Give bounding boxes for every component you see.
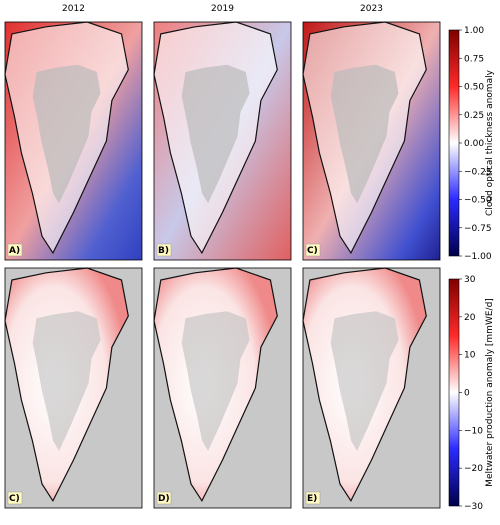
ice-sheet-interior <box>181 64 250 204</box>
colorbar-tick-label: −0.50 <box>464 196 492 206</box>
panel-label: C) <box>9 494 20 504</box>
panel-label-box <box>7 243 23 257</box>
colorbar-tick-label: 10 <box>464 351 476 361</box>
colorbar-tick-label: 20 <box>464 313 476 323</box>
colorbar <box>448 278 460 507</box>
column-title: 2019 <box>211 4 234 14</box>
panel-label: E) <box>307 494 317 504</box>
colorbar <box>448 29 460 257</box>
colorbar-tick-label: 0 <box>464 389 470 399</box>
ice-sheet-interior <box>32 311 101 451</box>
colorbar-tick-label: −20 <box>464 464 483 474</box>
ice-sheet-interior <box>330 311 399 451</box>
colorbar-tick-label: 0.50 <box>464 83 484 93</box>
ice-sheet-interior <box>32 64 101 204</box>
colorbar-tick-label: 30 <box>464 275 476 285</box>
ice-sheet-interior <box>181 311 250 451</box>
column-title: 2023 <box>360 4 383 14</box>
colorbar-tick-label: −30 <box>464 502 483 512</box>
colorbar-tick-label: 0.00 <box>464 139 484 149</box>
colorbar-tick-label: −1.00 <box>464 252 492 262</box>
colorbar-label: Cloud optical thickness anomaly <box>485 69 495 216</box>
colorbar-label: Meltwater production anomaly [mmWE/d] <box>485 298 495 487</box>
colorbar-tick-label: 0.75 <box>464 54 484 64</box>
panel-label-box <box>305 491 321 505</box>
panel-label-box <box>305 243 321 257</box>
panel-label-box <box>7 491 23 505</box>
panel-label: B) <box>158 246 169 256</box>
panel-label-box <box>156 243 172 257</box>
colorbar-tick-label: 1.00 <box>464 26 484 36</box>
colorbar-tick-label: 0.25 <box>464 111 484 121</box>
colorbar-tick-label: −0.25 <box>464 167 492 177</box>
ice-sheet-interior <box>330 64 399 204</box>
panel-label: A) <box>9 246 20 256</box>
panel-label-box <box>156 491 172 505</box>
panel-label: D) <box>158 494 170 504</box>
colorbar-tick-label: −0.75 <box>464 224 492 234</box>
column-title: 2012 <box>62 4 85 14</box>
panel-label: C) <box>307 246 318 256</box>
colorbar-tick-label: −10 <box>464 426 483 436</box>
